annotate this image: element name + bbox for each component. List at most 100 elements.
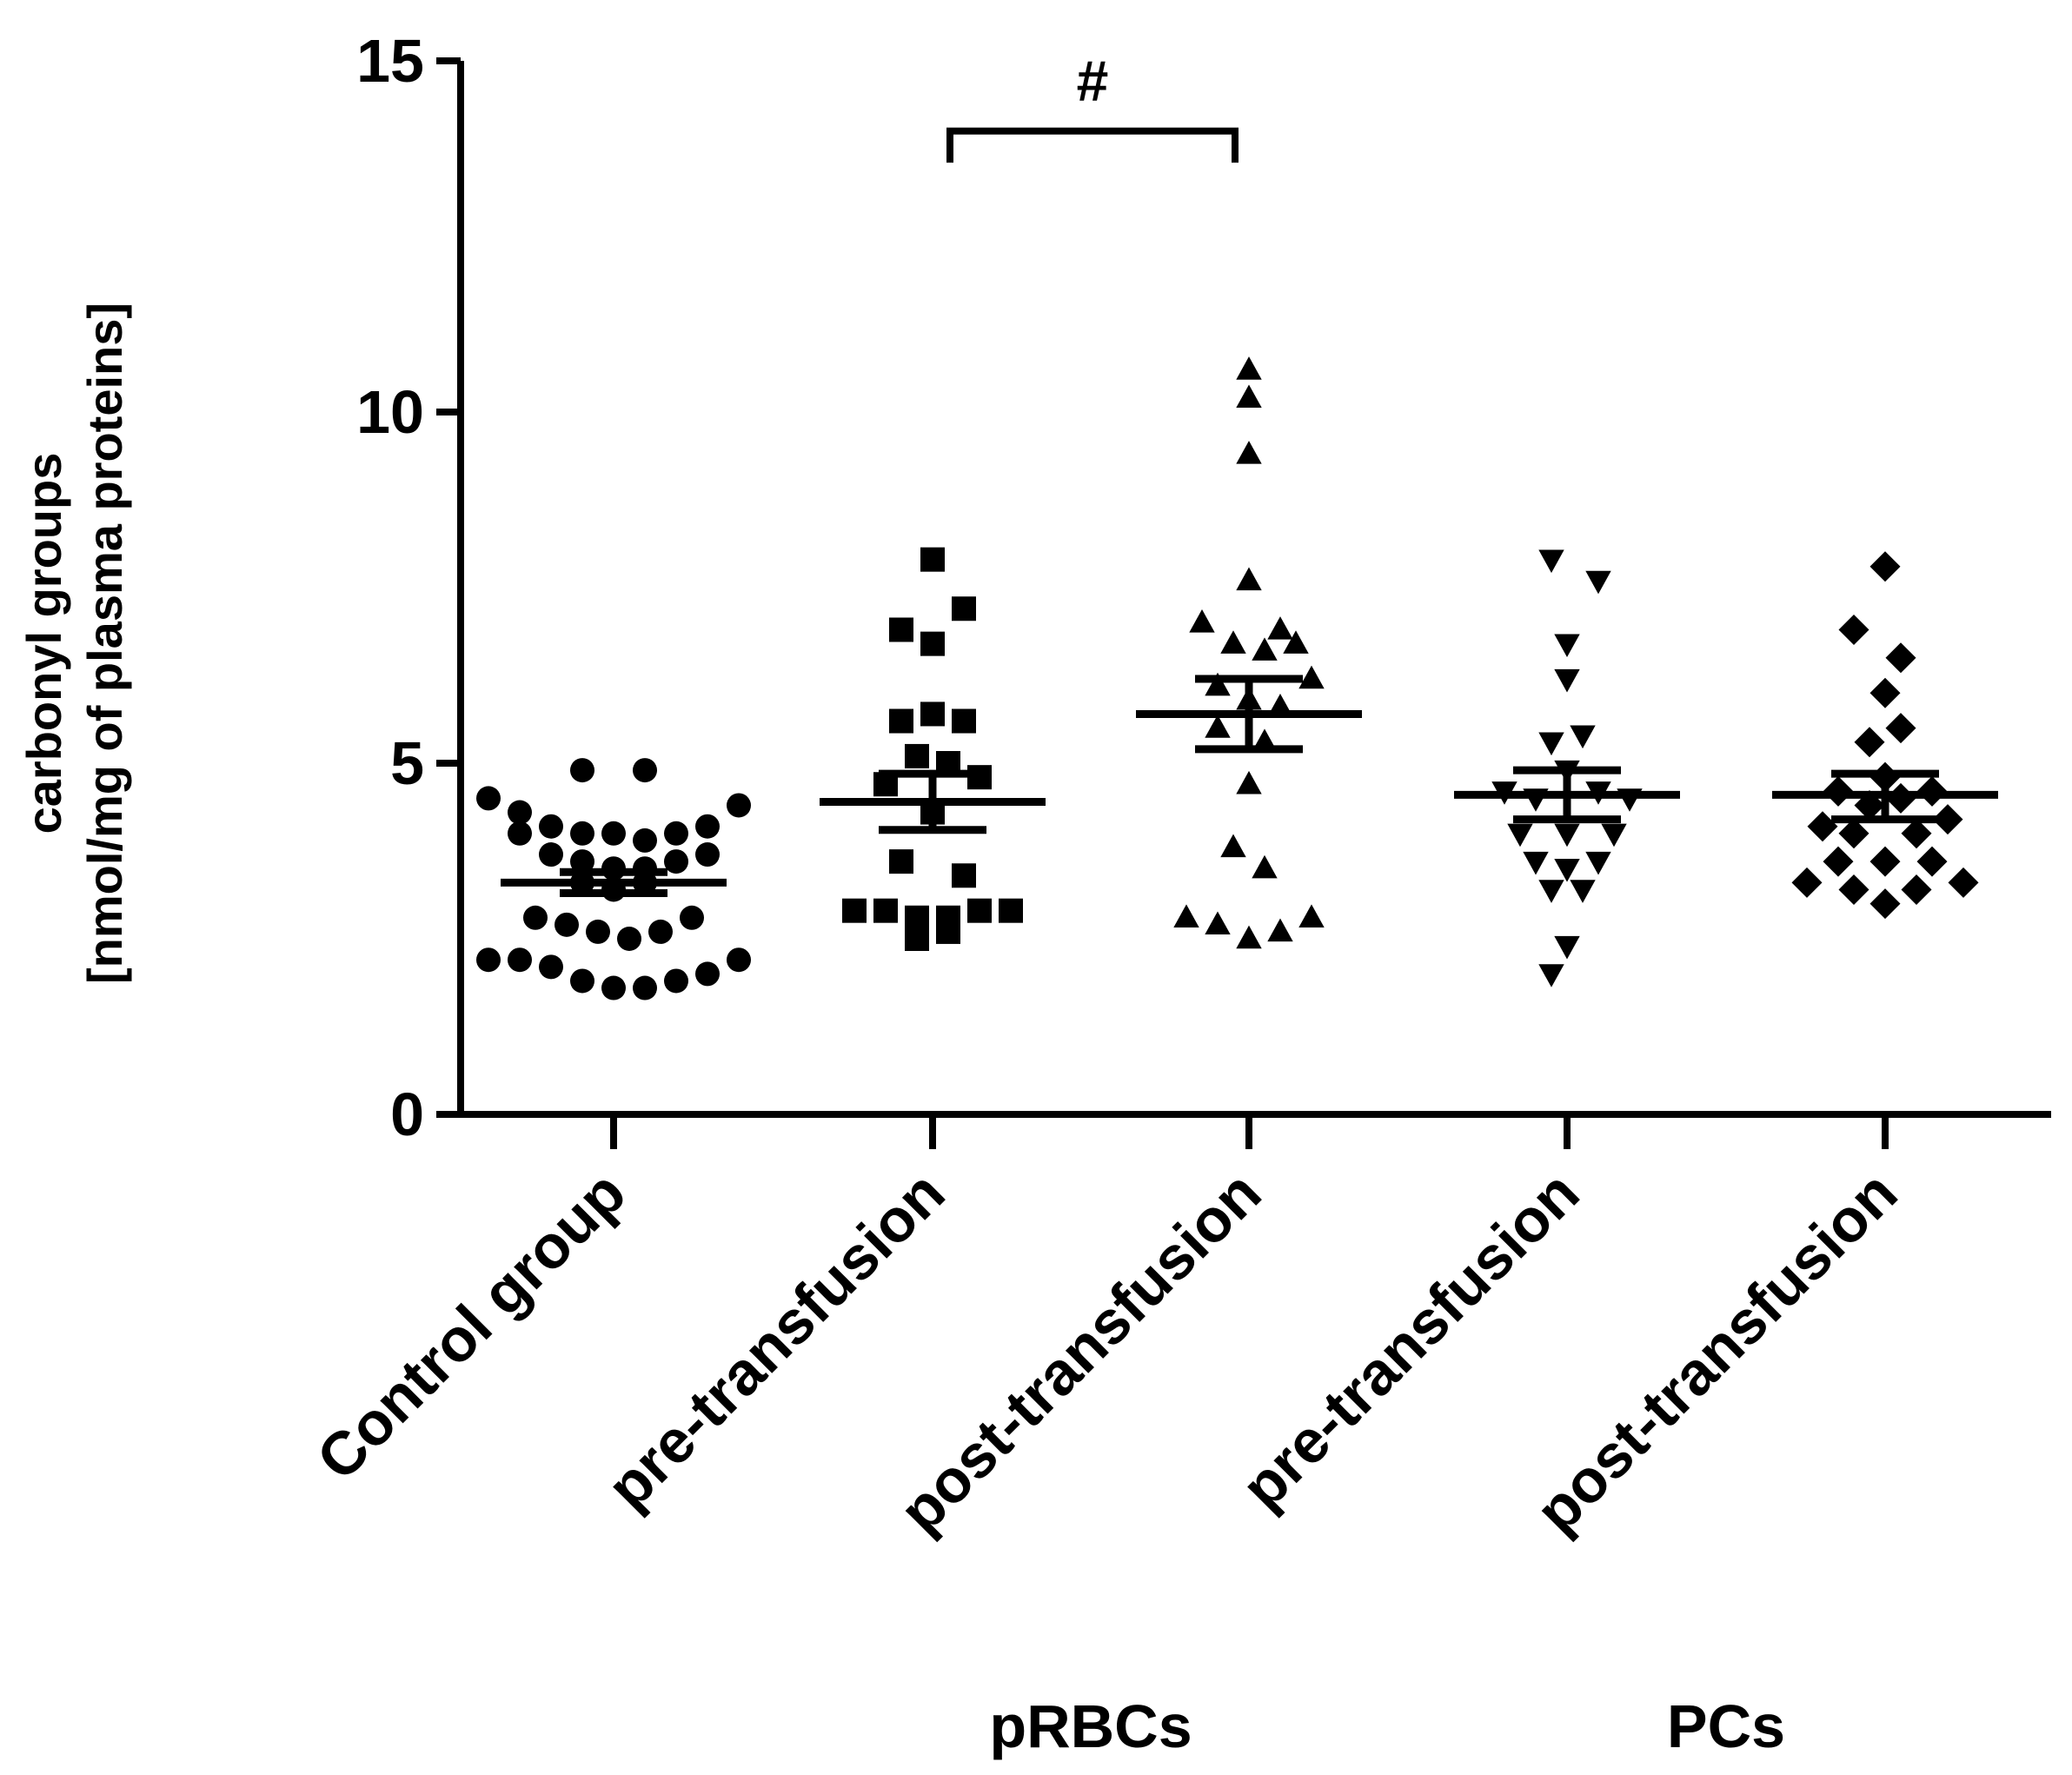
data-point-triangle-down [1554, 668, 1580, 693]
data-point-square [920, 547, 945, 572]
data-point-circle [601, 821, 626, 846]
data-point-circle [664, 968, 688, 994]
data-point-circle [633, 975, 657, 1001]
data-point-triangle [1252, 637, 1278, 661]
x-tick-label: pre-transfusion [1228, 1158, 1591, 1521]
data-point-circle [586, 919, 610, 944]
data-points [476, 356, 1979, 1001]
data-point-square [920, 631, 945, 656]
data-point-diamond [1901, 818, 1932, 849]
series-square [842, 547, 1023, 951]
y-tick-label: 0 [390, 1080, 424, 1148]
data-point-triangle-down [1538, 732, 1564, 756]
data-point-circle [476, 786, 501, 811]
data-point-triangle [1236, 356, 1262, 380]
data-point-circle [648, 919, 673, 944]
data-point-triangle [1236, 567, 1262, 591]
data-point-circle [570, 821, 594, 846]
data-point-diamond [1869, 846, 1901, 877]
data-point-diamond [1932, 804, 1963, 835]
mean-sem-bars [501, 675, 1998, 897]
data-point-triangle-down [1538, 880, 1564, 903]
data-point-circle [508, 800, 532, 825]
data-point-diamond [1901, 874, 1932, 905]
data-point-circle [539, 814, 563, 839]
data-point-triangle [1283, 630, 1309, 654]
y-axis-label-line-1: carbonyl groups [17, 453, 71, 834]
data-point-triangle [1205, 715, 1231, 738]
data-point-triangle-down [1538, 964, 1564, 987]
data-point-triangle [1252, 854, 1278, 879]
group-label: pRBCs [989, 1692, 1192, 1760]
data-point-triangle [1298, 904, 1325, 927]
data-point-circle [727, 793, 751, 818]
data-point-diamond [1807, 811, 1838, 842]
data-point-square [905, 743, 929, 768]
data-point-triangle [1205, 672, 1231, 696]
data-point-diamond [1885, 713, 1916, 744]
significance-label: # [1077, 49, 1109, 113]
data-point-square [842, 898, 867, 923]
data-point-triangle-down [1554, 935, 1580, 960]
data-point-triangle [1205, 911, 1231, 935]
data-point-diamond [1791, 867, 1823, 898]
data-point-square [952, 708, 976, 734]
series-triangle [1173, 356, 1325, 949]
significance-bracket [946, 127, 1239, 163]
data-point-triangle-down [1523, 851, 1549, 875]
data-point-triangle-down [1507, 823, 1533, 848]
data-point-triangle-down [1554, 634, 1580, 658]
mean-sem-group [820, 769, 1046, 834]
axis-labels: carbonyl groups [nmol/mg of plasma prote… [17, 302, 132, 984]
data-point-triangle-down [1585, 851, 1611, 875]
data-point-circle [695, 961, 720, 987]
group-label: PCs [1667, 1692, 1785, 1760]
data-point-circle [508, 821, 532, 846]
data-point-circle [570, 758, 594, 783]
data-point-diamond [1838, 818, 1869, 849]
data-point-triangle-down [1554, 823, 1580, 848]
data-point-square [999, 898, 1023, 923]
data-point-diamond [1854, 727, 1885, 758]
data-point-square [905, 927, 929, 951]
data-point-triangle [1236, 770, 1262, 794]
data-point-square [920, 701, 945, 727]
data-point-circle [695, 814, 720, 839]
data-point-triangle-down [1585, 570, 1611, 595]
data-point-triangle [1220, 630, 1246, 654]
data-point-circle [539, 954, 563, 980]
data-point-circle [523, 905, 548, 930]
data-point-circle [664, 849, 688, 874]
data-point-circle [633, 828, 657, 853]
data-point-triangle [1298, 665, 1325, 689]
x-tick-label: Control group [304, 1158, 639, 1492]
mean-sem-group [501, 868, 727, 897]
y-tick-label: 5 [390, 729, 424, 797]
data-point-triangle-down [1570, 880, 1596, 903]
data-point-circle [695, 842, 720, 868]
axes [457, 61, 2051, 1118]
data-point-square [889, 617, 913, 642]
mean-sem-group [1454, 766, 1680, 824]
data-point-triangle-down [1554, 859, 1580, 882]
data-point-diamond [1948, 867, 1979, 898]
data-point-circle [601, 975, 626, 1001]
data-point-triangle [1236, 925, 1262, 949]
data-point-triangle [1173, 904, 1199, 927]
data-point-diamond [1885, 642, 1916, 674]
data-point-triangle [1267, 616, 1293, 640]
data-point-square [889, 849, 913, 874]
x-tick-label: pre-transfusion [594, 1158, 957, 1521]
annotations: # [946, 49, 1239, 163]
data-point-diamond [1838, 614, 1869, 645]
data-point-diamond [1823, 846, 1854, 877]
data-point-diamond [1869, 677, 1901, 708]
data-point-square [889, 708, 913, 734]
series-triangle-down [1491, 549, 1643, 987]
data-point-circle [664, 821, 688, 846]
data-point-square [936, 919, 960, 944]
data-point-square [905, 905, 929, 930]
data-point-triangle [1267, 918, 1293, 942]
y-tick-label: 15 [356, 27, 424, 95]
data-point-triangle [1189, 609, 1215, 633]
